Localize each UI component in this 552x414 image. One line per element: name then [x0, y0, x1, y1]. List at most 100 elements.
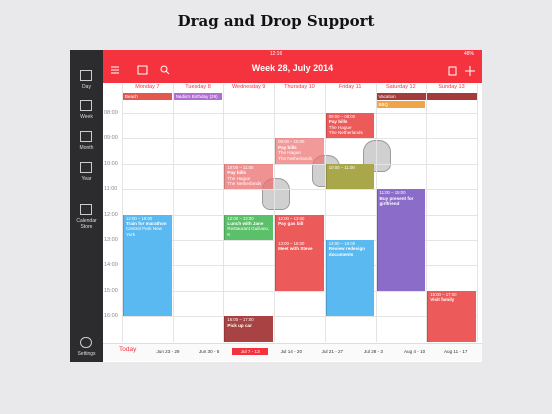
day-divider	[223, 84, 225, 342]
event-detail: The Hague	[278, 150, 301, 156]
event-detail: Central Park New York	[126, 226, 162, 237]
hour-line	[122, 290, 477, 292]
day-divider	[122, 84, 123, 342]
day-divider	[375, 84, 377, 342]
event-time: 08:00 – 09:00	[328, 114, 356, 119]
header-icons	[111, 65, 475, 76]
all-day-event[interactable]: BBQ	[376, 101, 426, 108]
event-title: Pay bills	[278, 144, 297, 150]
event-time: 12:00 – 16:00	[126, 215, 153, 221]
week-button[interactable]: Jun 23 - 29	[156, 349, 180, 354]
header	[103, 57, 482, 83]
event-time: 13:00 – 15:00	[278, 241, 305, 246]
event[interactable]: 09:00 – 10:00 Pay bills The Hague The Nethe…	[275, 138, 324, 164]
week-title: Week 28, July 2014	[251, 63, 334, 73]
event-detail: The Hague	[227, 175, 251, 181]
day-name[interactable]: Thursday 10	[284, 84, 315, 90]
hour-line	[122, 163, 477, 165]
page-title: Drag and Drop Support	[177, 12, 375, 30]
sidebar-icon[interactable]	[80, 131, 92, 142]
sidebar-label[interactable]: Week	[80, 114, 93, 120]
event-detail: Restaurant Guiliano, K	[227, 226, 270, 237]
all-day-event[interactable]: Beach	[123, 93, 172, 100]
event[interactable]: 13:00 – 15:00 Meet with Steve	[275, 240, 324, 291]
event[interactable]: 15:00 – 17:00 Visit family	[427, 290, 476, 342]
event-title: Review redesign documents	[328, 246, 366, 257]
event[interactable]: 16:00 – 17:00 Pick up car	[224, 316, 274, 342]
today-button[interactable]: Today	[119, 346, 137, 353]
event-time: 13:00 – 16:00	[328, 241, 356, 246]
clock: 12:16	[269, 51, 283, 57]
day-name[interactable]: Wednesday 9	[231, 84, 266, 90]
sidebar-label[interactable]: Year	[81, 176, 92, 182]
hour-label: 10:00	[104, 160, 118, 167]
event[interactable]: 12:00 – 16:00 Train for marathon Central P…	[123, 214, 172, 317]
settings-label[interactable]: Settings	[77, 351, 96, 357]
day-name[interactable]: Tuesday 8	[185, 84, 211, 90]
sidebar-label[interactable]: Calendar Store	[76, 218, 97, 230]
week-button[interactable]: Jun 30 - 6	[198, 349, 220, 354]
sidebar-icon[interactable]	[80, 204, 92, 215]
hour-label: 13:00	[104, 237, 118, 243]
sidebar-label[interactable]: Day	[82, 84, 91, 90]
event-detail: The Netherlands	[227, 181, 262, 187]
hour-label: 12:00	[104, 211, 118, 218]
week-button[interactable]: Jul 7 - 13	[232, 348, 269, 355]
day-name[interactable]: Sunday 13	[438, 84, 465, 90]
day-name[interactable]: Friday 11	[338, 84, 362, 90]
hour-label: 08:00	[104, 110, 118, 116]
event-time: 09:00 – 10:00	[278, 139, 305, 145]
event-detail: The Netherlands	[278, 155, 313, 161]
day-divider	[324, 84, 326, 342]
event[interactable]: 08:00 – 09:00 Pay bills The Hague The Nethe…	[325, 113, 375, 139]
event[interactable]: 11:00 – 15:00 Buy present for girlfriend	[376, 189, 426, 291]
week-button[interactable]: Aug 4 - 10	[403, 349, 426, 354]
event-title: Pay bills	[227, 170, 247, 176]
hour-line	[122, 189, 477, 191]
week-button[interactable]: Jul 28 - 3	[364, 349, 383, 354]
event-title: Visit family	[430, 297, 455, 303]
sidebar-icon[interactable]	[80, 162, 92, 173]
hour-line	[122, 113, 477, 114]
event-title: Pay gas bill	[278, 221, 304, 226]
event-detail: The Hague	[328, 124, 352, 130]
event[interactable]: 10:00 – 11:00	[325, 163, 375, 190]
day-divider	[476, 84, 478, 342]
hour-label: 16:00	[104, 313, 118, 320]
event[interactable]: 12:00 – 13:00 Pay gas bill	[275, 214, 324, 240]
sidebar	[70, 50, 103, 362]
event[interactable]: 12:00 – 13:00 Lunch with Jane Restaurant G…	[224, 214, 274, 240]
event-title: Meet with Steve	[278, 246, 313, 252]
event-detail: The Netherlands	[328, 130, 363, 136]
event[interactable]: 13:00 – 16:00 Review redesign documents	[325, 240, 375, 317]
day-name[interactable]: Monday 7	[135, 84, 160, 90]
hour-label: 14:00	[104, 262, 118, 269]
week-button[interactable]: Aug 11 - 17	[443, 349, 468, 354]
footer	[103, 343, 482, 361]
week-button[interactable]: Jul 21 - 27	[321, 349, 344, 354]
event-title: Train for marathon	[126, 221, 167, 226]
hour-label: 11:00	[104, 186, 118, 193]
day-divider	[426, 84, 428, 342]
event-time: 11:00 – 15:00	[379, 190, 406, 196]
sidebar-icon[interactable]	[80, 100, 92, 111]
event-title: Lunch with Jane	[227, 221, 264, 226]
event[interactable]: 10:00 – 11:00 Pay bills The Hague The Nethe…	[224, 163, 274, 190]
event-time: 16:00 – 17:00	[227, 317, 254, 323]
hour-label: 09:00	[104, 135, 118, 142]
day-name[interactable]: Saturday 12	[386, 84, 416, 90]
week-button[interactable]: Jul 14 - 20	[280, 349, 303, 354]
event-time: 15:00 – 17:00	[430, 291, 457, 297]
battery: 48%	[463, 51, 474, 57]
event-time: 10:00 – 11:00	[227, 164, 254, 170]
hour-label: 15:00	[104, 287, 118, 294]
status-bar: iPad 12:16 48%	[70, 50, 482, 57]
sidebar-icon[interactable]	[80, 70, 92, 81]
hour-line	[122, 316, 477, 318]
all-day-event[interactable]: Nadia's Birthday (29)	[173, 93, 223, 100]
event-title: Pick up car	[227, 322, 252, 328]
event-time: 12:00 – 13:00	[227, 215, 254, 221]
sidebar-label[interactable]: Month	[79, 145, 94, 151]
settings-icon[interactable]	[80, 337, 92, 348]
